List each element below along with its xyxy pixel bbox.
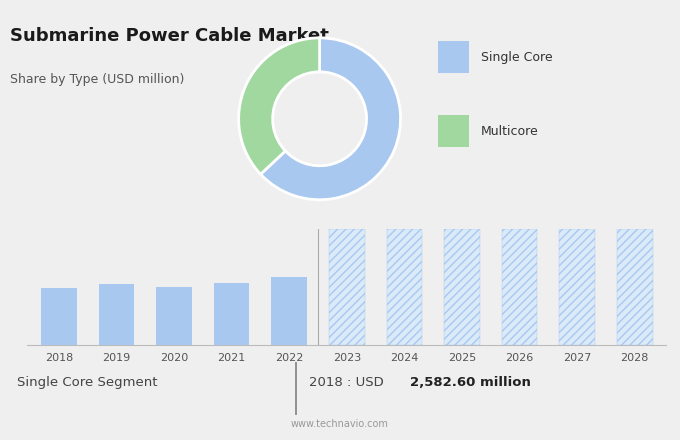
Bar — [156, 286, 192, 345]
Text: Multicore: Multicore — [481, 125, 539, 138]
Bar — [329, 229, 364, 345]
Bar — [502, 229, 537, 345]
Bar — [438, 115, 469, 147]
Wedge shape — [260, 38, 401, 200]
Text: Submarine Power Cable Market: Submarine Power Cable Market — [10, 27, 329, 45]
Wedge shape — [239, 38, 320, 174]
Bar — [271, 277, 307, 345]
Text: Single Core: Single Core — [481, 51, 552, 64]
Text: 2018 : USD: 2018 : USD — [309, 376, 388, 389]
Text: Share by Type (USD million): Share by Type (USD million) — [10, 73, 184, 86]
Bar — [559, 229, 595, 345]
Bar — [438, 41, 469, 73]
Bar — [617, 229, 653, 345]
Text: 2,582.60 million: 2,582.60 million — [410, 376, 531, 389]
Bar — [99, 284, 135, 345]
Text: Single Core Segment: Single Core Segment — [17, 376, 158, 389]
Text: www.technavio.com: www.technavio.com — [291, 419, 389, 429]
Bar — [41, 287, 77, 345]
Bar — [386, 229, 422, 345]
Bar — [214, 282, 250, 345]
Bar — [444, 229, 480, 345]
